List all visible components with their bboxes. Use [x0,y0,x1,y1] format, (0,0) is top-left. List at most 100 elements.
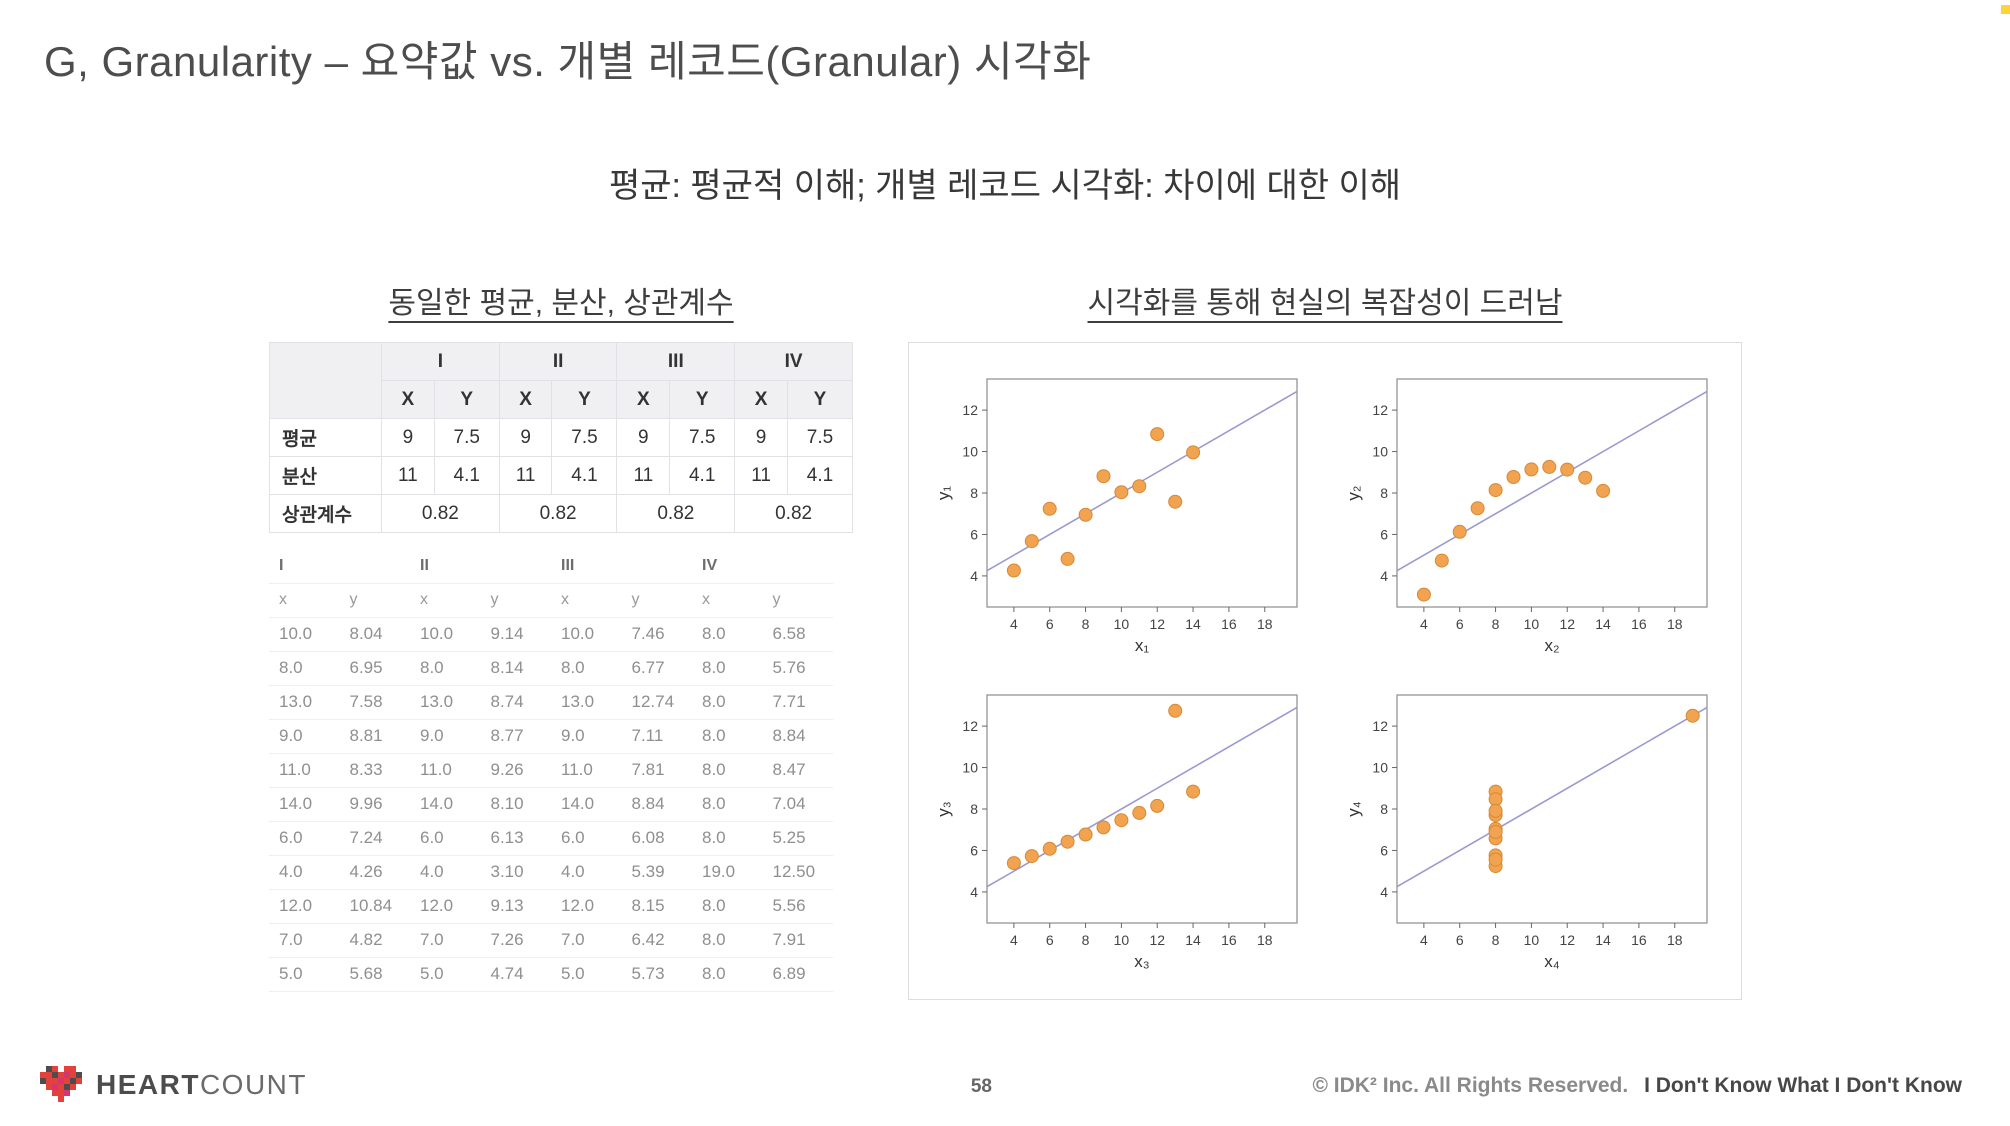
x-tick-label: 12 [1559,616,1575,632]
data-point [1470,501,1485,516]
data-point [1024,534,1039,549]
data-point [1524,462,1539,477]
data-cell: 7.81 [621,753,692,788]
data-cell: 7.11 [621,719,692,754]
x-axis-label: x₄ [1544,952,1560,971]
data-cell: 8.74 [480,685,551,720]
corner-marker-icon [2001,5,2010,14]
data-cell: 11.0 [410,753,481,788]
data-subheader: y [621,583,692,618]
x-tick-label: 12 [1149,616,1165,632]
summary-group-header: IV [734,342,853,381]
data-cell: 14.0 [551,787,622,822]
tagline-text: I Don't Know What I Don't Know [1644,1074,1962,1097]
data-point [1114,813,1129,828]
table-row: 14.0 9.96 14.0 8.10 14.0 8.84 8.0 7.04 [269,787,833,822]
y-tick-label: 12 [962,402,978,418]
summary-row-label: 평균 [269,418,382,457]
table-row: 13.0 7.58 13.0 8.74 13.0 12.74 8.0 7.71 [269,685,833,720]
data-cell: 8.0 [692,651,763,686]
regression-line [1396,706,1708,888]
data-cell: 4.0 [410,855,481,890]
data-cell: 7.46 [621,617,692,652]
data-cell: 6.95 [339,651,410,686]
data-cell: 19.0 [692,855,763,890]
summary-cell: 7.5 [786,418,854,457]
x-tick-label: 18 [1667,932,1683,948]
data-cell: 13.0 [269,685,340,720]
x-tick-label: 8 [1082,932,1090,948]
x-tick-label: 4 [1010,932,1018,948]
data-subheader: x [410,583,481,618]
x-tick-label: 14 [1185,932,1201,948]
data-point [1488,803,1503,818]
table-row: 4.0 4.26 4.0 3.10 4.0 5.39 19.0 12.50 [269,855,833,890]
x-tick-label: 6 [1046,616,1054,632]
y-axis-label: y₃ [934,801,953,816]
data-point [1078,827,1093,842]
data-cell: 8.04 [339,617,410,652]
data-point [1150,427,1165,442]
data-point [1114,485,1129,500]
summary-cell: 4.1 [786,456,854,495]
table-row: 11.0 8.33 11.0 9.26 11.0 7.81 8.0 8.47 [269,753,833,788]
data-table-head: I II III IV x y x y x y x y [269,549,833,618]
data-cell: 12.0 [410,889,481,924]
x-tick-label: 6 [1046,932,1054,948]
summary-table-body: 평균 9 7.5 9 7.5 9 7.5 9 7.5 분산 11 4.1 11 4.1 11 4.1 11 4.1… [269,418,854,533]
data-point [1168,494,1183,509]
y-tick-label: 8 [1380,485,1388,501]
data-cell: 5.0 [269,957,340,992]
x-tick-label: 10 [1524,932,1540,948]
logo-text-count: COUNT [199,1069,307,1100]
data-cell: 8.15 [621,889,692,924]
data-group-header: III [551,549,692,584]
data-cell: 8.84 [621,787,692,822]
data-cell: 7.0 [269,923,340,958]
summary-group-header: I [381,342,500,381]
data-table-body: 10.0 8.04 10.0 9.14 10.0 7.46 8.0 6.58 8.0 6.95 8.… [269,617,833,992]
data-point [1416,587,1431,602]
summary-group-header: II [498,342,618,381]
data-cell: 5.0 [410,957,481,992]
data-point [1488,852,1503,867]
summary-group-header: III [616,342,736,381]
data-cell: 10.84 [339,889,410,924]
left-section-heading: 동일한 평균, 분산, 상관계수 [388,287,734,320]
x-tick-label: 14 [1185,616,1201,632]
table-row: 9.0 8.81 9.0 8.77 9.0 7.11 8.0 8.84 [269,719,833,754]
data-cell: 9.13 [480,889,551,924]
summary-row-label: 상관계수 [269,494,382,533]
x-tick-label: 4 [1420,616,1428,632]
y-tick-label: 12 [1372,402,1388,418]
data-point [1168,703,1183,718]
y-tick-label: 6 [1380,526,1388,542]
data-cell: 8.0 [692,889,763,924]
data-point [1560,462,1575,477]
x-tick-label: 8 [1492,616,1500,632]
data-cell: 7.26 [480,923,551,958]
data-subheader: y [339,583,410,618]
y-tick-label: 10 [1372,444,1388,460]
y-axis-label: y₄ [1344,801,1363,817]
summary-cell: 4.1 [551,456,618,495]
summary-corner-cell [269,342,382,419]
data-cell: 10.0 [410,617,481,652]
data-point [1488,483,1503,498]
data-point [1060,834,1075,849]
x-tick-label: 16 [1631,932,1647,948]
y-tick-label: 4 [970,884,978,900]
x-tick-label: 4 [1010,616,1018,632]
footer-right: © IDK² Inc. All Rights Reserved. I Don't… [1312,1074,1962,1098]
y-tick-label: 6 [970,842,978,858]
scatter-plot-4: 4 6 8 10 12 14 16 18 4 6 8 10 12 x₄ y₄ [1343,683,1717,975]
slide-footer: HEARTCOUNT 58 © IDK² Inc. All Rights Res… [0,1058,2010,1118]
summary-cell: 11 [498,456,553,495]
x-tick-label: 8 [1492,932,1500,948]
data-subheader: x [551,583,622,618]
summary-table-head: I II III IV X Y X Y X Y X Y [269,342,854,419]
data-cell: 12.74 [621,685,692,720]
logo-text: HEARTCOUNT [96,1069,307,1101]
data-subheader: x [269,583,340,618]
data-cell: 8.0 [692,617,763,652]
